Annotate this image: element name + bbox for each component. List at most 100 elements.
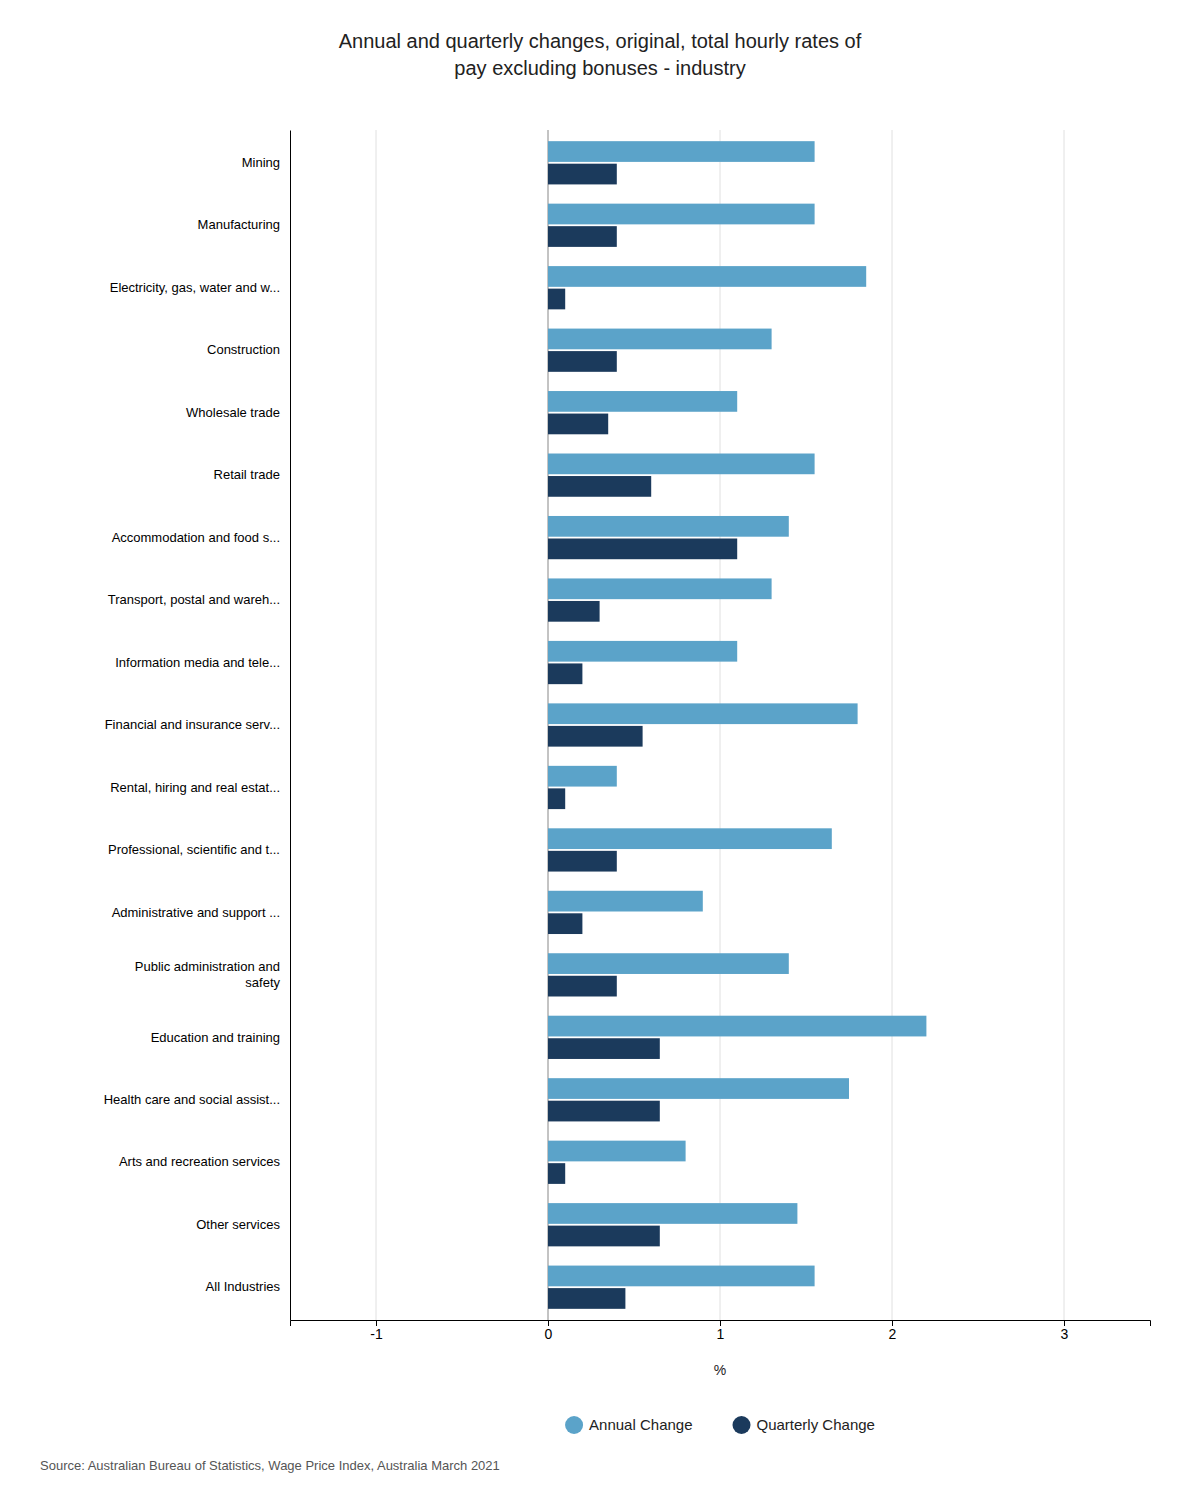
bar [548,141,815,162]
tick: Administrative and support ... [112,905,280,920]
tick-label: Financial and insurance serv... [105,717,280,732]
bar [548,851,617,872]
tick-label: Transport, postal and wareh... [108,592,280,607]
bar [548,1226,660,1247]
bar [548,828,832,849]
tick: Manufacturing [198,217,280,232]
tick-label: Public administration andsafety [135,959,281,990]
tick: Education and training [151,1029,280,1044]
bar [548,788,565,809]
chart: Annual and quarterly changes, original, … [0,0,1200,1500]
bar [548,1038,660,1059]
tick-label: Administrative and support ... [112,905,280,920]
bar [548,226,617,247]
bar [548,953,789,974]
tick: Information media and tele... [115,655,280,670]
bar [548,164,617,185]
tick: 1 [717,1320,725,1342]
legend: Annual Change Quarterly Change [565,1416,875,1434]
tick: Public administration andsafety [135,959,281,990]
tick: Mining [242,155,280,170]
bar [548,476,651,497]
tick-label: Health care and social assist... [104,1092,280,1107]
legend-swatch [565,1416,583,1434]
tick-label: Manufacturing [198,217,280,232]
tick: Wholesale trade [186,405,280,420]
grid-line [720,130,721,1320]
tick: Electricity, gas, water and w... [110,280,280,295]
legend-item: Annual Change [565,1416,692,1434]
bar [548,454,815,475]
tick-label: All Industries [206,1279,281,1294]
series [548,164,737,1309]
plot: -1 0 1 2 3 Mining Manufacturing Electricity, ga… [104,130,1151,1342]
grid-line [376,130,377,1320]
bar [548,601,600,622]
tick-label: 3 [1061,1326,1069,1342]
tick-label: Education and training [151,1029,280,1044]
legend-swatch [733,1416,751,1434]
tick: Accommodation and food s... [112,530,280,545]
tick: Rental, hiring and real estat... [110,780,280,795]
bar [548,703,858,724]
bar [548,516,789,537]
bar [548,1101,660,1122]
tick-label: 2 [889,1326,897,1342]
tick: Transport, postal and wareh... [108,592,280,607]
bar [548,414,608,435]
tick: Other services [196,1217,280,1232]
bar [548,289,565,310]
bar [548,266,866,287]
tick: -1 [370,1320,383,1342]
bar [548,913,582,934]
tick: Financial and insurance serv... [105,717,280,732]
tick-label: Accommodation and food s... [112,530,280,545]
tick: Health care and social assist... [104,1092,280,1107]
tick: Professional, scientific and t... [108,842,280,857]
bar [548,891,703,912]
tick-label: 1 [717,1326,725,1342]
bar [548,1163,565,1184]
tick-label: Wholesale trade [186,405,280,420]
tick-label: Rental, hiring and real estat... [110,780,280,795]
tick-label: -1 [370,1326,383,1342]
bar [548,578,772,599]
tick: Retail trade [214,467,280,482]
axis-line [290,131,291,1321]
source: Source: Australian Bureau of Statistics,… [40,1458,500,1473]
grid-line [1064,130,1065,1320]
tick-label: Mining [242,155,280,170]
bars [548,141,926,1309]
tick-label: Arts and recreation services [119,1154,281,1169]
tick-label: Retail trade [214,467,280,482]
bar [548,391,737,412]
bar [548,1141,686,1162]
tick-label: Electricity, gas, water and w... [110,280,280,295]
bar [548,329,772,350]
x-axis: -1 0 1 2 3 [291,1320,1151,1342]
bar [548,726,643,747]
bar [548,538,737,559]
tick-label: Professional, scientific and t... [108,842,280,857]
bar [548,766,617,787]
bar [548,1203,797,1224]
tick: Construction [207,342,280,357]
bar [548,351,617,372]
grid [376,130,1064,1320]
grid-line [892,130,893,1320]
bar [548,204,815,225]
series [548,141,926,1286]
tick: 2 [889,1320,897,1342]
tick: 3 [1061,1320,1069,1342]
bar [548,1266,815,1287]
bar [548,1078,849,1099]
bar [548,1016,926,1037]
legend-item: Quarterly Change [733,1416,875,1434]
legend-label: Quarterly Change [757,1416,875,1433]
tick-label: Construction [207,342,280,357]
legend-label: Annual Change [589,1416,692,1433]
tick-label: 0 [545,1326,553,1342]
y-axis: Mining Manufacturing Electricity, gas, wat… [104,131,291,1321]
bar [548,663,582,684]
tick-label: Other services [196,1217,280,1232]
